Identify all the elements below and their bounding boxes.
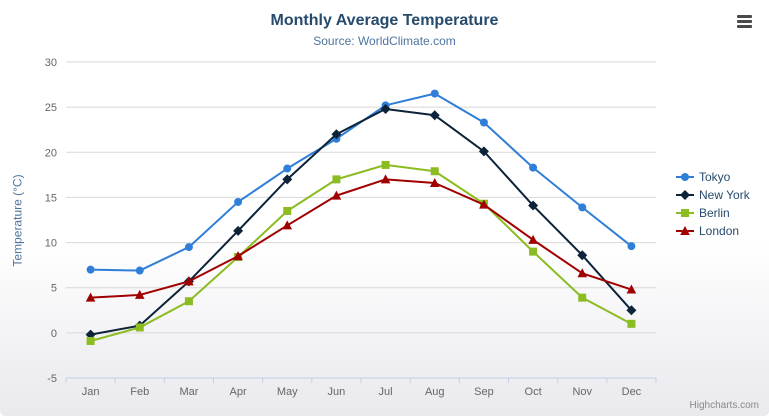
x-axis-label: Nov <box>572 386 592 398</box>
x-axis-label: Jun <box>328 386 346 398</box>
triangle-marker <box>479 199 489 209</box>
square-marker <box>578 293 587 302</box>
triangle-marker <box>429 177 440 187</box>
triangle-marker <box>233 251 243 261</box>
y-axis-label: 10 <box>45 238 57 250</box>
x-axis-label: Apr <box>230 386 247 398</box>
legend-item-label: Berlin <box>699 206 730 220</box>
x-axis-label: Jul <box>379 386 393 398</box>
chart-title: Monthly Average Temperature <box>270 12 499 29</box>
triangle-marker <box>331 190 342 200</box>
legend-symbol-triangle-icon <box>676 226 694 235</box>
triangle-marker <box>134 289 145 299</box>
legend-item-london[interactable]: London <box>676 224 750 238</box>
diamond-marker <box>626 305 637 316</box>
circle-marker <box>283 164 292 173</box>
circle-marker <box>184 243 193 252</box>
y-axis-label: 25 <box>45 102 57 114</box>
diamond-marker <box>282 174 293 185</box>
x-axis-label: Mar <box>179 386 198 398</box>
square-marker <box>135 323 144 332</box>
y-axis-label: 5 <box>51 283 57 295</box>
diamond-marker <box>577 250 588 261</box>
square-marker <box>381 160 390 169</box>
square-marker <box>184 297 193 306</box>
triangle-marker <box>626 284 637 294</box>
circle-marker <box>479 118 488 127</box>
series-new-york[interactable] <box>85 103 637 340</box>
diamond-marker <box>331 129 342 140</box>
square-marker <box>283 206 292 215</box>
legend: Tokyo New York Berlin London <box>676 170 750 238</box>
triangle-marker <box>184 276 194 286</box>
triangle-marker <box>680 226 690 235</box>
diamond-marker <box>233 225 244 236</box>
circle-marker <box>681 173 689 181</box>
diamond-marker <box>380 103 391 114</box>
x-axis-label: Feb <box>130 386 149 398</box>
circle-marker <box>627 242 636 251</box>
square-marker <box>681 209 689 217</box>
series-line-tokyo <box>90 92 633 272</box>
circle-marker <box>578 203 587 212</box>
legend-item-berlin[interactable]: Berlin <box>676 206 750 220</box>
legend-item-label: New York <box>699 188 750 202</box>
series-line-london <box>90 178 632 299</box>
legend-symbol-square-icon <box>676 209 694 217</box>
diamond-marker <box>429 110 440 121</box>
legend-item-label: London <box>699 224 740 238</box>
diamond-marker <box>528 200 539 211</box>
y-axis-label: 15 <box>45 192 57 204</box>
legend-symbol-diamond-icon <box>676 190 694 200</box>
square-marker <box>529 247 538 256</box>
triangle-marker <box>577 268 588 278</box>
diamond-marker <box>478 146 489 157</box>
legend-symbol-circle-icon <box>676 173 694 181</box>
y-axis-label: 20 <box>45 147 57 159</box>
legend-item-tokyo[interactable]: Tokyo <box>676 170 750 184</box>
series-tokyo[interactable] <box>86 89 636 275</box>
x-axis-label: May <box>277 386 298 398</box>
triangle-marker <box>85 292 96 302</box>
square-marker <box>86 336 95 345</box>
x-axis-label: Jan <box>82 386 100 398</box>
triangle-marker <box>282 220 293 230</box>
circle-marker <box>529 163 538 172</box>
legend-item-label: Tokyo <box>699 170 731 184</box>
y-axis-label: -5 <box>47 373 57 385</box>
triangle-marker <box>528 234 538 244</box>
chart-context-menu-button[interactable] <box>731 10 757 32</box>
circle-marker <box>234 197 243 206</box>
legend-item-new-york[interactable]: New York <box>676 188 750 202</box>
circle-marker <box>86 265 95 274</box>
series-line-new-york <box>90 107 633 336</box>
credits-link[interactable]: Highcharts.com <box>689 400 759 411</box>
hamburger-menu-icon <box>736 14 752 28</box>
square-marker <box>627 319 636 328</box>
x-axis-label: Dec <box>622 386 642 398</box>
x-axis-label: Oct <box>525 386 542 398</box>
diamond-marker <box>680 190 690 200</box>
circle-marker <box>135 266 144 275</box>
triangle-marker <box>380 174 391 184</box>
y-axis-label: 30 <box>45 57 57 69</box>
x-axis-label: Sep <box>474 386 494 398</box>
x-axis-label: Aug <box>425 386 445 398</box>
circle-marker <box>430 89 439 98</box>
series-line-berlin <box>90 163 632 342</box>
square-marker <box>430 167 439 176</box>
series-london[interactable] <box>85 174 637 302</box>
square-marker <box>332 175 341 184</box>
y-axis-label: 0 <box>51 328 57 340</box>
chart-subtitle: Source: WorldClimate.com <box>313 34 456 48</box>
